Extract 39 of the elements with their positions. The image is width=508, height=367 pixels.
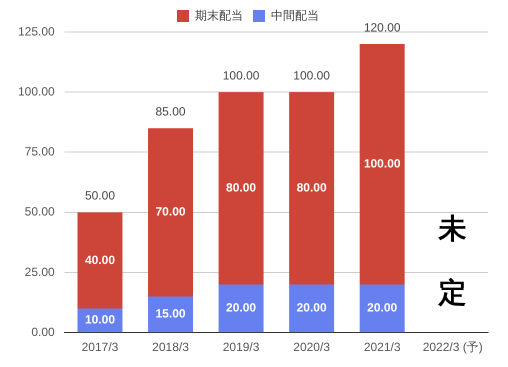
data-label: 80.00: [226, 180, 256, 195]
x-tick-label: 2019/3: [222, 340, 260, 354]
total-label: 100.00: [222, 68, 260, 82]
annotation: 未定: [438, 212, 467, 309]
y-tick-label: 100.00: [18, 84, 56, 98]
y-tick-label: 75.00: [24, 144, 56, 159]
data-label: 20.00: [367, 300, 398, 315]
data-label: 100.00: [364, 156, 401, 171]
bar: [218, 284, 264, 332]
legend-label: 中間配当: [271, 8, 319, 22]
x-tick-label: 2018/3: [152, 340, 190, 354]
bar: [289, 284, 334, 332]
data-label: 20.00: [226, 300, 256, 315]
bar: [360, 284, 405, 332]
bar: [77, 212, 122, 309]
x-tick-label: 2020/3: [293, 340, 330, 354]
total-label: 50.00: [84, 188, 116, 203]
y-tick-label: 25.00: [24, 264, 56, 279]
total-label: 100.00: [293, 68, 330, 82]
legend-label: 期末配当: [195, 8, 243, 22]
y-tick-label: 125.00: [18, 24, 56, 38]
y-tick-label: 50.00: [24, 204, 56, 219]
y-tick-label: 0.00: [31, 324, 56, 339]
x-tick-label: 2022/3 (予): [422, 340, 483, 354]
data-label: 40.00: [84, 252, 116, 267]
data-label: 20.00: [296, 300, 327, 315]
data-label: 80.00: [296, 180, 327, 195]
bar: [289, 92, 334, 285]
x-tick-label: 2021/3: [364, 340, 401, 354]
data-label: 10.00: [84, 312, 116, 327]
bar: [148, 296, 194, 332]
data-label: 15.00: [156, 306, 186, 321]
bar: [218, 92, 264, 285]
total-label: 120.00: [364, 20, 401, 34]
bar: [360, 44, 405, 285]
data-label: 70.00: [156, 204, 186, 219]
x-tick-label: 2017/3: [82, 340, 119, 354]
total-label: 85.00: [156, 104, 186, 119]
bar: [148, 128, 194, 297]
